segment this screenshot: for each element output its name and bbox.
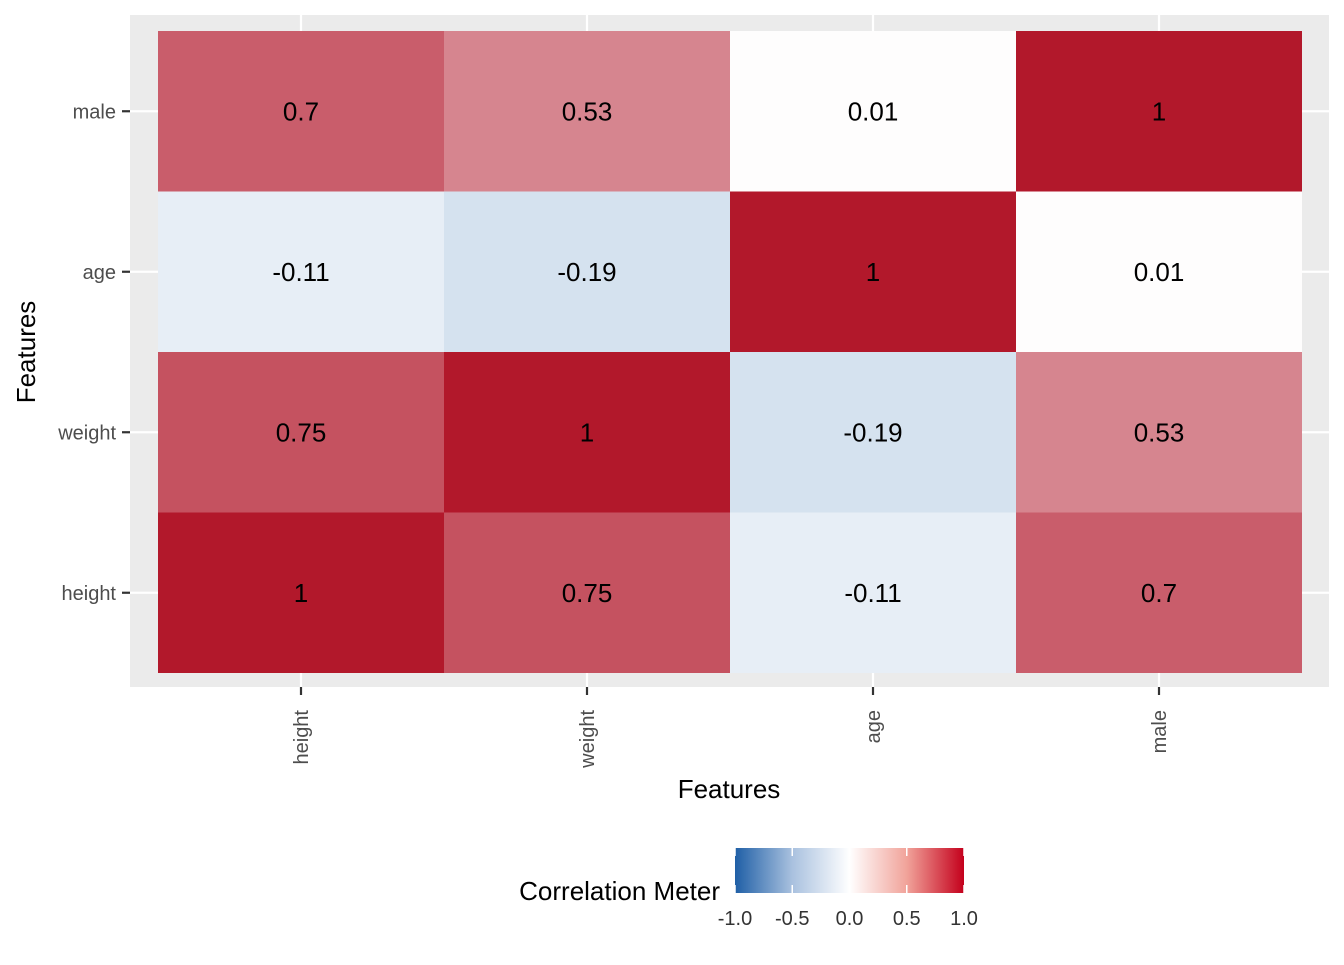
y-axis-tick-label: male xyxy=(73,101,116,123)
heatmap-cell xyxy=(444,191,730,352)
legend-tick-label: 1.0 xyxy=(950,908,978,930)
heatmap-cell xyxy=(158,352,444,513)
heatmap-cell xyxy=(1016,191,1302,352)
heatmap-cell xyxy=(158,191,444,352)
legend-tick-label: -0.5 xyxy=(775,908,809,930)
heatmap-cell xyxy=(1016,31,1302,192)
heatmap-cell xyxy=(1016,512,1302,673)
cell-value-label: 0.75 xyxy=(562,578,613,608)
y-axis-title: Features xyxy=(11,301,41,404)
cell-value-label: 0.75 xyxy=(276,417,327,447)
heatmap-cell xyxy=(158,512,444,673)
cell-labels: 1 0.75 -0.11 0.7 0.75 1 -0.19 0.53 -0.11 -0.19 1 0.… xyxy=(272,96,1184,608)
legend-title: Correlation Meter xyxy=(519,876,720,906)
cell-value-label: -0.11 xyxy=(272,257,329,287)
y-axis: height weight age male xyxy=(57,101,130,605)
cell-value-label: -0.19 xyxy=(843,417,902,447)
cell-value-label: 0.7 xyxy=(283,96,319,126)
x-axis-tick-label: age xyxy=(863,710,885,743)
cell-value-label: 1 xyxy=(580,417,594,447)
legend-ticks: -1.0 -0.5 0.0 0.5 1.0 xyxy=(718,848,978,930)
cell-value-label: -0.19 xyxy=(557,257,616,287)
heatmap-cell xyxy=(158,31,444,192)
heatmap-cell xyxy=(444,352,730,513)
heatmap-cell xyxy=(730,31,1016,192)
cell-value-label: 0.53 xyxy=(562,96,613,126)
y-axis-tick-label: height xyxy=(62,583,117,605)
x-axis: height weight age male xyxy=(291,687,1171,769)
cell-value-label: 1 xyxy=(1152,96,1166,126)
x-axis-tick-label: height xyxy=(291,710,313,765)
cell-value-label: -0.11 xyxy=(844,578,901,608)
heatmap-cell xyxy=(444,31,730,192)
cell-value-label: 0.53 xyxy=(1134,417,1185,447)
x-axis-title: Features xyxy=(678,774,781,804)
cell-value-label: 1 xyxy=(294,578,308,608)
cell-value-label: 0.7 xyxy=(1141,578,1177,608)
heatmap-cell xyxy=(730,352,1016,513)
y-axis-tick-label: age xyxy=(83,262,116,284)
legend-tick-label: -1.0 xyxy=(718,908,752,930)
x-axis-tick-label: weight xyxy=(577,710,599,769)
heatmap-cell xyxy=(444,512,730,673)
y-axis-tick-label: weight xyxy=(57,422,116,444)
legend-tick-label: 0.5 xyxy=(893,908,921,930)
legend: Correlation Meter -1.0 -0.5 0.0 0.5 1.0 xyxy=(519,848,978,930)
heatmap-cells xyxy=(158,31,1302,673)
legend-tick-label: 0.0 xyxy=(836,908,864,930)
cell-value-label: 0.01 xyxy=(848,96,899,126)
cell-value-label: 0.01 xyxy=(1134,257,1185,287)
heatmap-cell xyxy=(1016,352,1302,513)
x-axis-tick-label: male xyxy=(1149,710,1171,753)
heatmap-cell xyxy=(730,191,1016,352)
heatmap-cell xyxy=(730,512,1016,673)
cell-value-label: 1 xyxy=(866,257,880,287)
